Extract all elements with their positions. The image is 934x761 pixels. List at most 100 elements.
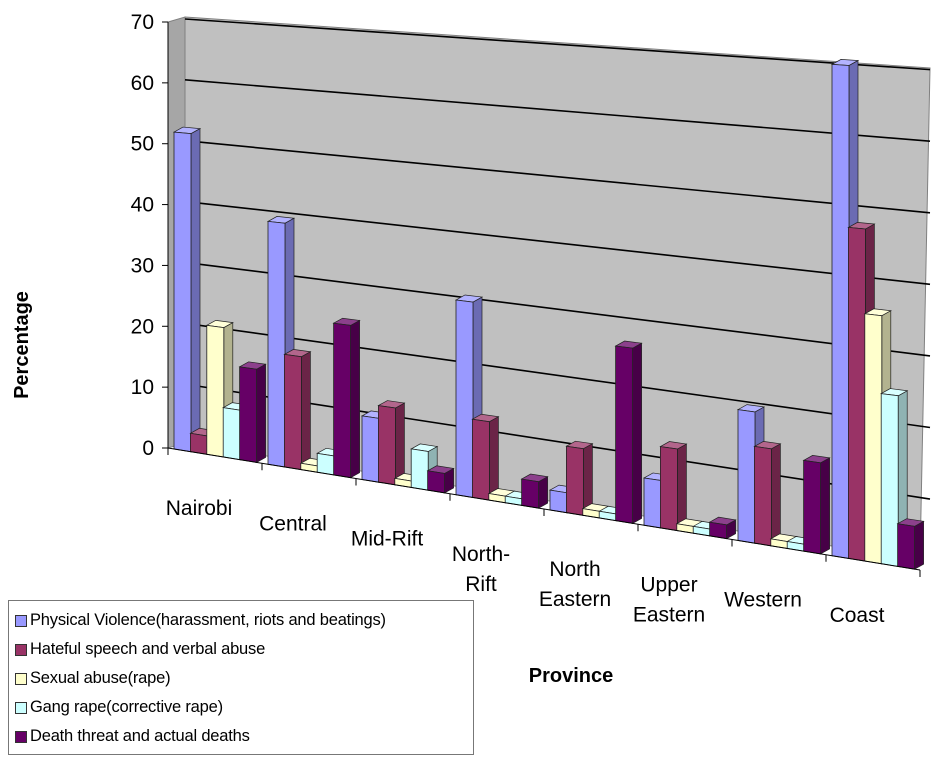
bar-front <box>455 299 474 498</box>
bar <box>471 413 500 501</box>
legend-swatch <box>15 643 27 656</box>
x-tick-label-line: Upper <box>640 573 697 596</box>
x-tick-label: North- Rift <box>452 543 510 596</box>
bar-front <box>643 477 662 529</box>
y-tick-label: 60 <box>131 72 154 95</box>
bar <box>896 518 925 570</box>
bar <box>238 361 267 463</box>
y-tick-label: 70 <box>131 11 154 34</box>
bar <box>802 455 831 555</box>
x-tick-label-line: Eastern <box>633 603 705 626</box>
legend: Physical Violence(harassment, riots and … <box>8 600 474 755</box>
bar-front <box>471 418 490 501</box>
bar-side <box>771 443 781 547</box>
legend-item: Hateful speech and verbal abuse <box>15 635 473 664</box>
bar <box>332 317 361 479</box>
x-tick-label-line: North- <box>452 543 510 566</box>
legend-swatch <box>15 672 27 685</box>
gridline <box>184 139 931 214</box>
legend-label: Gang rape(corrective rape) <box>30 698 223 716</box>
gridline <box>184 261 931 357</box>
y-tick-label: 10 <box>131 376 154 399</box>
bar-front <box>549 489 568 514</box>
y-tick-label: 20 <box>131 315 154 338</box>
bar <box>736 404 766 544</box>
gridline <box>184 322 931 429</box>
y-axis-title: Percentage <box>11 291 33 399</box>
labels-group: Nairobi Central Mid-Rift North- Rift North Eas… <box>166 497 885 627</box>
legend-item: Physical Violence(harassment, riots and … <box>15 606 473 635</box>
bar-side <box>301 351 311 471</box>
bar <box>520 473 549 509</box>
x-tick-label-line: Eastern <box>539 588 611 611</box>
bar-front <box>377 405 396 486</box>
bar-front <box>206 324 225 458</box>
x-tick-label: Mid-Rift <box>351 528 423 551</box>
bar-front <box>864 313 883 565</box>
bar-front <box>239 366 258 463</box>
bar-front <box>361 415 380 483</box>
bar <box>659 441 688 532</box>
x-tick-label: North Eastern <box>539 558 611 611</box>
legend-swatch <box>15 701 27 714</box>
x-tick-label-line: Western <box>724 589 802 612</box>
bar-side <box>489 416 499 501</box>
x-tick-label-line: Coast <box>830 604 885 627</box>
bar-side <box>632 342 642 524</box>
bar-front <box>222 407 241 461</box>
bar-front <box>880 393 899 567</box>
y-tick-label: 50 <box>131 133 154 156</box>
bar-front <box>333 322 352 479</box>
bar-side <box>350 319 360 479</box>
bar-front <box>660 446 678 532</box>
bar <box>172 126 202 453</box>
bar-front <box>848 226 866 562</box>
bar-front <box>173 131 192 453</box>
bars-group <box>172 59 925 570</box>
bar <box>565 440 594 516</box>
y-tick-label: 40 <box>131 194 154 217</box>
bar-front <box>754 445 772 547</box>
gridline <box>184 79 931 143</box>
legend-label: Sexual abuse(rape) <box>30 669 171 687</box>
bar-side <box>914 520 924 570</box>
bar-side <box>677 443 687 532</box>
bar <box>708 516 737 540</box>
gridline <box>184 18 931 71</box>
x-tick-label-line: Nairobi <box>166 497 233 520</box>
bar-front <box>189 432 208 455</box>
bar <box>614 340 643 524</box>
bar-front <box>831 63 850 559</box>
x-tick-label-line: Central <box>259 512 327 535</box>
bar-front <box>566 445 584 516</box>
bar-front <box>410 448 429 491</box>
bar-front <box>803 459 821 555</box>
bar-side <box>820 457 830 555</box>
y-tick-label: 0 <box>142 437 154 460</box>
bar <box>377 400 406 486</box>
bar-front <box>521 478 539 509</box>
legend-swatch <box>15 614 27 627</box>
bar-front <box>283 353 302 471</box>
legend-label: Physical Violence(harassment, riots and … <box>30 611 386 629</box>
legend-item: Death threat and actual deaths <box>15 722 473 751</box>
legend-label: Hateful speech and verbal abuse <box>30 640 266 658</box>
bar-front <box>737 409 756 544</box>
bar-side <box>190 127 201 453</box>
legend-item: Gang rape(corrective rape) <box>15 693 473 722</box>
x-tick-label: Central <box>259 512 327 535</box>
bar-front <box>615 345 633 524</box>
y-tick-label: 30 <box>131 254 154 277</box>
gridline <box>184 200 931 286</box>
bar-side <box>395 402 405 486</box>
x-tick-label-line: Mid-Rift <box>351 528 423 551</box>
legend-item: Sexual abuse(rape) <box>15 664 473 693</box>
x-tick-label-line: North <box>549 558 600 581</box>
bar <box>753 441 782 547</box>
bar <box>426 465 455 494</box>
x-tick-label-line: Rift <box>465 573 497 596</box>
bar <box>283 349 312 471</box>
bar-front <box>897 523 915 570</box>
axes-group: 0 10 20 30 40 50 60 70 <box>131 11 921 577</box>
